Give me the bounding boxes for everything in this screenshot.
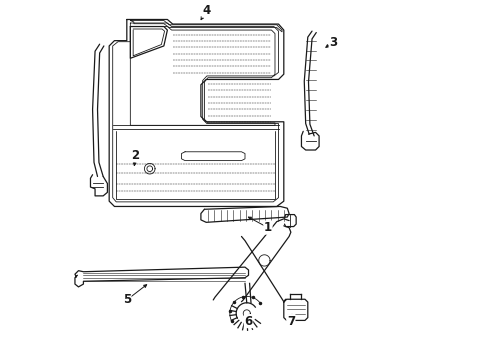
Text: 6: 6	[245, 315, 253, 328]
Text: 2: 2	[132, 149, 140, 162]
Text: 1: 1	[264, 221, 272, 234]
Text: 7: 7	[287, 315, 295, 328]
Text: 4: 4	[202, 4, 210, 17]
Text: 5: 5	[122, 293, 131, 306]
Text: 3: 3	[329, 36, 337, 49]
